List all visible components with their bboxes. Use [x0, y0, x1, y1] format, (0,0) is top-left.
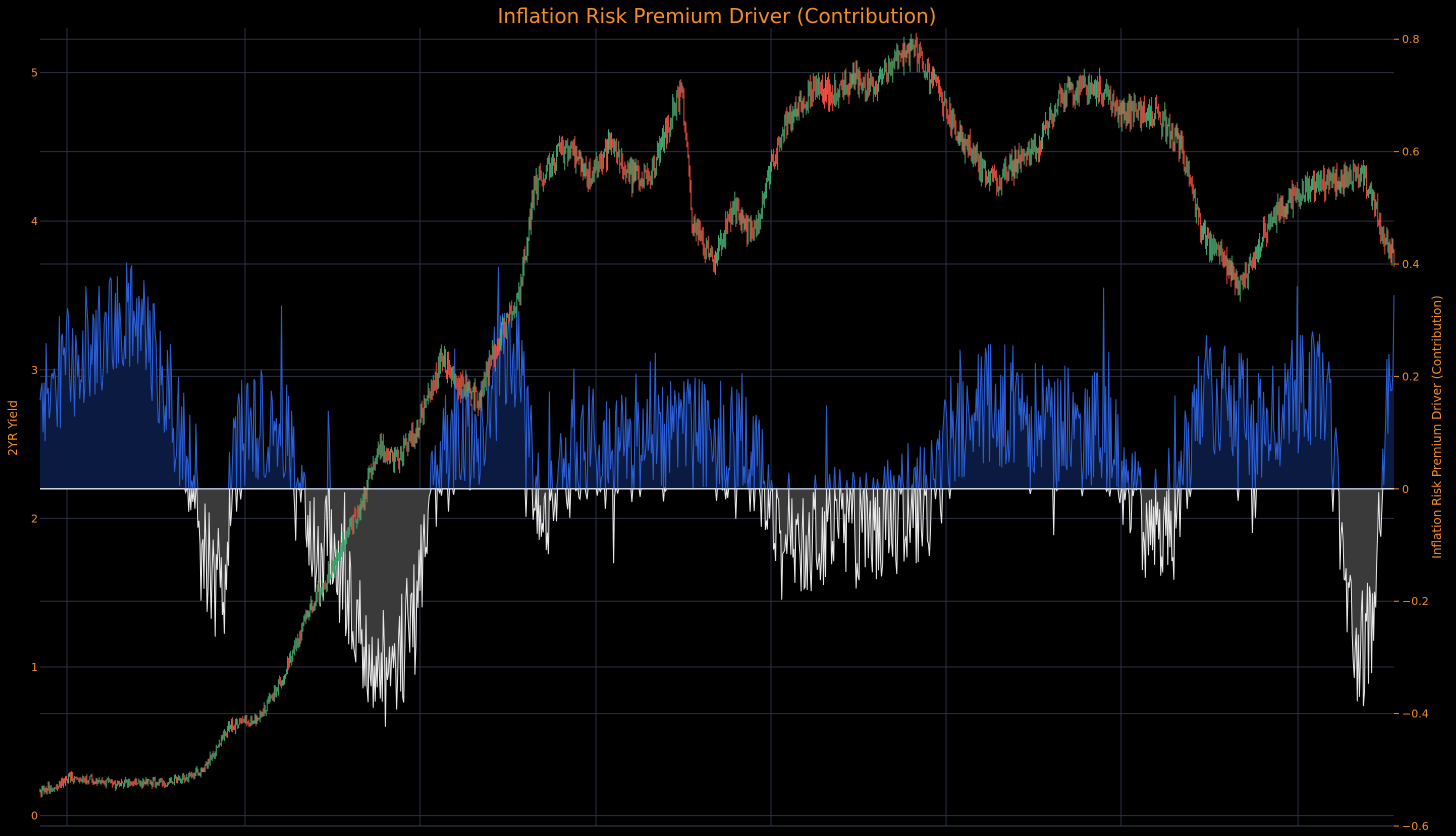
irp-positive-line: [39, 262, 1395, 490]
left-axis-tick-label: 3: [31, 364, 38, 377]
right-axis-tick-label: −0.6: [1402, 820, 1429, 833]
axes: 0 1 2 3 4 5 −0.6 −0.4 −0.2 0 0.2 0.4 0.6 0.8: [31, 33, 1429, 833]
right-axis-tick-label: 0.8: [1402, 33, 1420, 46]
right-axis-tick-label: 0.6: [1402, 146, 1420, 159]
right-axis-tick-label: −0.4: [1402, 708, 1429, 721]
left-axis-tick-label: 1: [31, 661, 38, 674]
left-axis-label: 2YR Yield: [6, 400, 20, 456]
right-axis-tick-label: −0.2: [1402, 595, 1429, 608]
left-axis-tick-label: 5: [31, 67, 38, 80]
right-axis-tick-label: 0.2: [1402, 370, 1420, 383]
yield-candlestick-series: [39, 32, 1395, 798]
chart-title: Inflation Risk Premium Driver (Contribut…: [498, 4, 937, 28]
left-axis-tick-label: 0: [31, 810, 38, 823]
irp-negative-area: [40, 488, 1394, 727]
right-axis-tick-label: 0: [1402, 483, 1409, 496]
right-axis-tick-label: 0.4: [1402, 258, 1420, 271]
left-axis-tick-label: 4: [31, 215, 38, 228]
left-axis-tick-label: 2: [31, 512, 38, 525]
right-axis-label: Inflation Risk Premium Driver (Contribut…: [1430, 295, 1444, 558]
